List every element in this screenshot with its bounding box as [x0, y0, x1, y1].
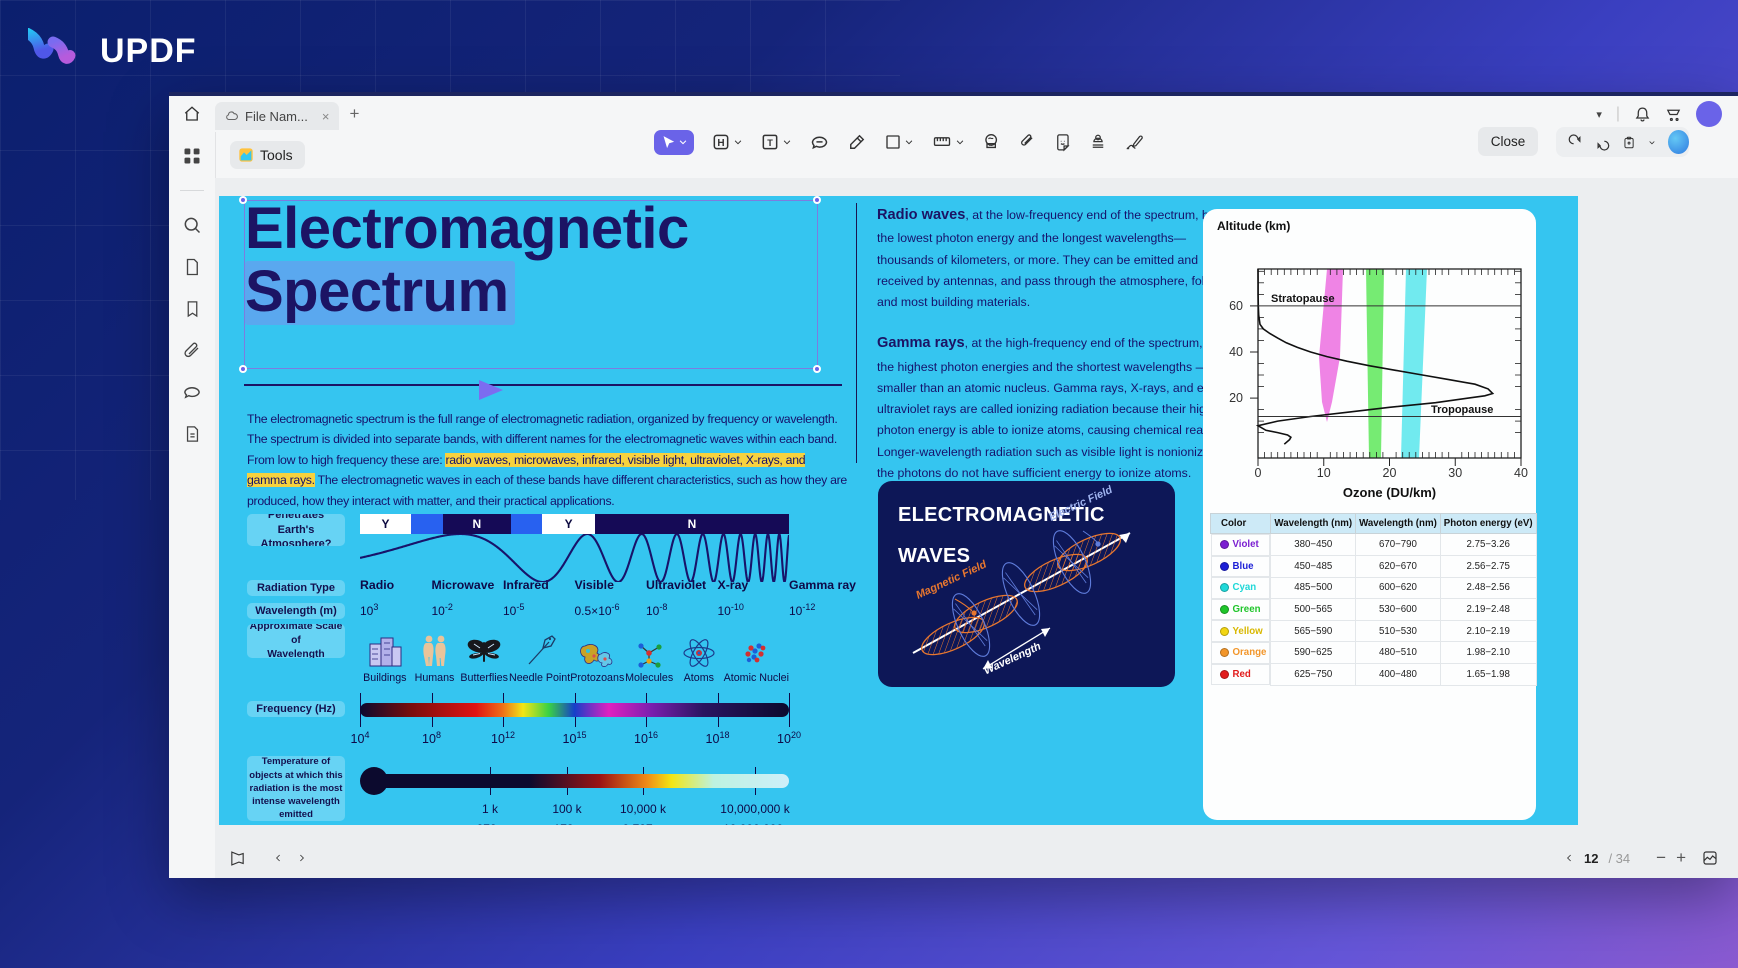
svg-text:Stratopause: Stratopause	[1271, 293, 1335, 305]
svg-text:20: 20	[1383, 466, 1397, 480]
svg-text:Tropopause: Tropopause	[1431, 404, 1493, 416]
svg-text:0: 0	[1255, 466, 1262, 480]
svg-text:20: 20	[1229, 391, 1243, 405]
svg-text:Ozone (DU/km): Ozone (DU/km)	[1343, 485, 1436, 500]
svg-text:10: 10	[1317, 466, 1331, 480]
svg-text:Wavelength: Wavelength	[982, 640, 1043, 677]
svg-text:T: T	[767, 138, 773, 148]
svg-text:40: 40	[1514, 466, 1528, 480]
svg-text:60: 60	[1229, 299, 1243, 313]
svg-text:30: 30	[1448, 466, 1462, 480]
svg-text:40: 40	[1229, 345, 1243, 359]
svg-text:H: H	[717, 138, 724, 149]
svg-text:Magnetic Field: Magnetic Field	[914, 558, 989, 601]
